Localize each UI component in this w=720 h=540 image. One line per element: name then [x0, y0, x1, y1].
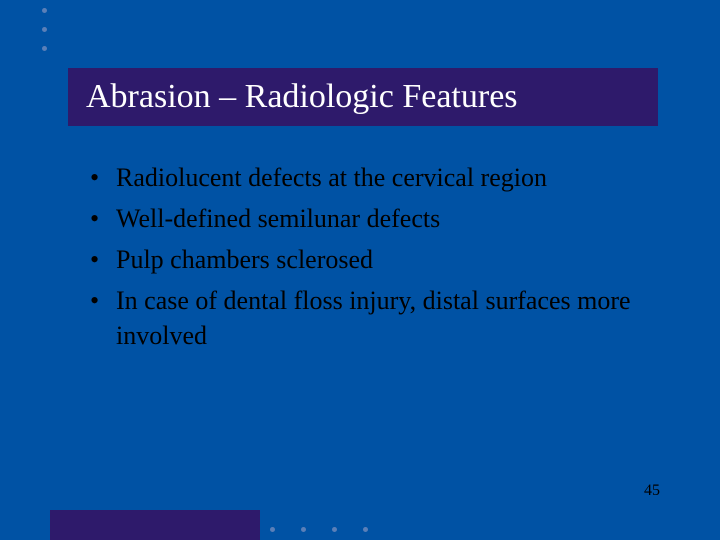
- bullet-text: Radiolucent defects at the cervical regi…: [116, 160, 670, 195]
- bullet-text: In case of dental floss injury, distal s…: [116, 283, 670, 353]
- bullet-icon: •: [90, 201, 116, 236]
- list-item: • Radiolucent defects at the cervical re…: [90, 160, 670, 195]
- dot-icon: [42, 8, 47, 13]
- decoration-dots-top: [42, 8, 47, 51]
- dot-icon: [42, 46, 47, 51]
- list-item: • Well-defined semilunar defects: [90, 201, 670, 236]
- bullet-icon: •: [90, 160, 116, 195]
- slide-title: Abrasion – Radiologic Features: [86, 78, 518, 116]
- bullet-text: Well-defined semilunar defects: [116, 201, 670, 236]
- dot-icon: [42, 27, 47, 32]
- slide-title-box: Abrasion – Radiologic Features: [68, 68, 658, 126]
- decoration-dots-bottom: [270, 527, 368, 532]
- list-item: • In case of dental floss injury, distal…: [90, 283, 670, 353]
- dot-icon: [363, 527, 368, 532]
- decoration-bottom-bar: [50, 510, 260, 540]
- bullet-list: • Radiolucent defects at the cervical re…: [90, 160, 670, 359]
- bullet-icon: •: [90, 242, 116, 277]
- list-item: • Pulp chambers sclerosed: [90, 242, 670, 277]
- dot-icon: [332, 527, 337, 532]
- bullet-icon: •: [90, 283, 116, 318]
- dot-icon: [301, 527, 306, 532]
- page-number: 45: [644, 482, 660, 500]
- dot-icon: [270, 527, 275, 532]
- bullet-text: Pulp chambers sclerosed: [116, 242, 670, 277]
